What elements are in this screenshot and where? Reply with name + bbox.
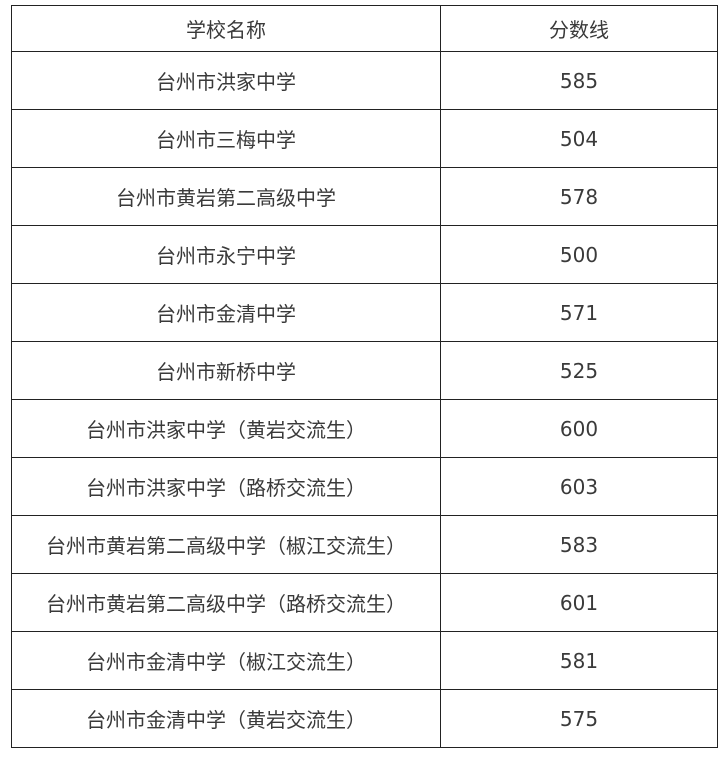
table-row: 台州市金清中学（椒江交流生） 581 [11,631,718,690]
score-cell: 525 [440,341,718,400]
score-cell: 578 [440,167,718,226]
school-name-cell: 台州市黄岩第二高级中学（路桥交流生） [11,573,441,632]
table-header-row: 学校名称 分数线 [11,5,718,52]
school-name-cell: 台州市金清中学（椒江交流生） [11,631,441,690]
table-row: 台州市新桥中学 525 [11,341,718,400]
table-row: 台州市黄岩第二高级中学 578 [11,167,718,226]
table-row: 台州市黄岩第二高级中学（路桥交流生） 601 [11,573,718,632]
score-cell: 585 [440,51,718,110]
table-row: 台州市金清中学（黄岩交流生） 575 [11,689,718,748]
table-row: 台州市永宁中学 500 [11,225,718,284]
table-row: 台州市黄岩第二高级中学（椒江交流生） 583 [11,515,718,574]
score-cell: 575 [440,689,718,748]
table-row: 台州市金清中学 571 [11,283,718,342]
school-name-cell: 台州市黄岩第二高级中学（椒江交流生） [11,515,441,574]
school-name-cell: 台州市金清中学（黄岩交流生） [11,689,441,748]
school-name-cell: 台州市洪家中学 [11,51,441,110]
school-name-cell: 台州市洪家中学（路桥交流生） [11,457,441,516]
score-cell: 504 [440,109,718,168]
score-cell: 500 [440,225,718,284]
table-row: 台州市洪家中学（路桥交流生） 603 [11,457,718,516]
school-name-cell: 台州市永宁中学 [11,225,441,284]
score-cell: 601 [440,573,718,632]
school-name-cell: 台州市金清中学 [11,283,441,342]
score-cell: 571 [440,283,718,342]
school-name-cell: 台州市黄岩第二高级中学 [11,167,441,226]
school-name-cell: 台州市三梅中学 [11,109,441,168]
score-cell: 581 [440,631,718,690]
header-school-name: 学校名称 [11,5,441,52]
school-name-cell: 台州市新桥中学 [11,341,441,400]
score-cell: 600 [440,399,718,458]
school-name-cell: 台州市洪家中学（黄岩交流生） [11,399,441,458]
table-row: 台州市洪家中学（黄岩交流生） 600 [11,399,718,458]
score-table: 学校名称 分数线 台州市洪家中学 585 台州市三梅中学 504 台州市黄岩第二高级中学… [11,5,718,748]
header-score: 分数线 [440,5,718,52]
table-row: 台州市洪家中学 585 [11,51,718,110]
table-row: 台州市三梅中学 504 [11,109,718,168]
score-cell: 583 [440,515,718,574]
score-cell: 603 [440,457,718,516]
